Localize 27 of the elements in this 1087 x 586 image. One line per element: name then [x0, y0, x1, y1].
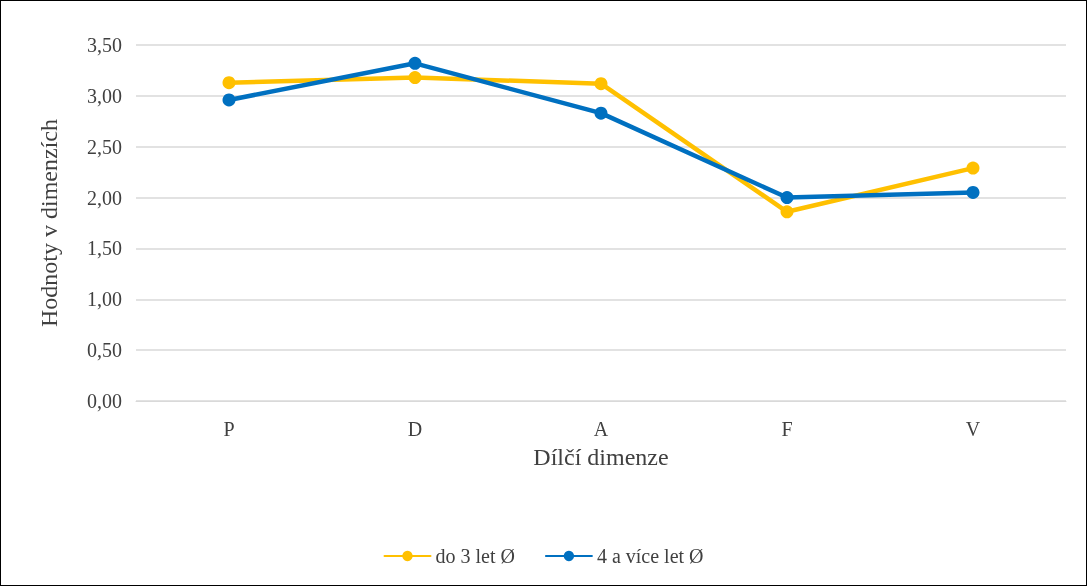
- point: [408, 56, 422, 70]
- x-tick-label: V: [965, 418, 981, 440]
- point: [222, 76, 236, 90]
- x-tick-label: F: [781, 418, 793, 440]
- y-tick-label: 0,00: [87, 390, 122, 412]
- point: [780, 191, 794, 205]
- point: [408, 71, 422, 85]
- legend-label: 4 a více let Ø: [596, 545, 704, 567]
- y-tick-label: 1,00: [87, 288, 122, 311]
- x-axis-title: Dílčí dimenze: [533, 444, 669, 470]
- point: [966, 185, 980, 199]
- y-axis-title: Hodnoty v dimenzích: [36, 119, 62, 327]
- y-tick-label: 2,00: [87, 186, 122, 209]
- x-tick-label: A: [593, 418, 609, 440]
- y-tick-label: 3,00: [87, 84, 122, 107]
- point: [780, 205, 794, 219]
- y-tick-label: 0,50: [87, 339, 122, 362]
- point: [966, 161, 980, 175]
- x-tick-label: D: [407, 418, 423, 440]
- point: [222, 93, 236, 107]
- legend-label: do 3 let Ø: [435, 545, 515, 567]
- y-tick-label: 1,50: [87, 237, 122, 260]
- point: [594, 77, 608, 91]
- x-tick-label: P: [223, 418, 235, 440]
- y-tick-label: 3,50: [87, 34, 122, 56]
- point: [594, 106, 608, 120]
- y-tick-label: 2,50: [87, 135, 122, 158]
